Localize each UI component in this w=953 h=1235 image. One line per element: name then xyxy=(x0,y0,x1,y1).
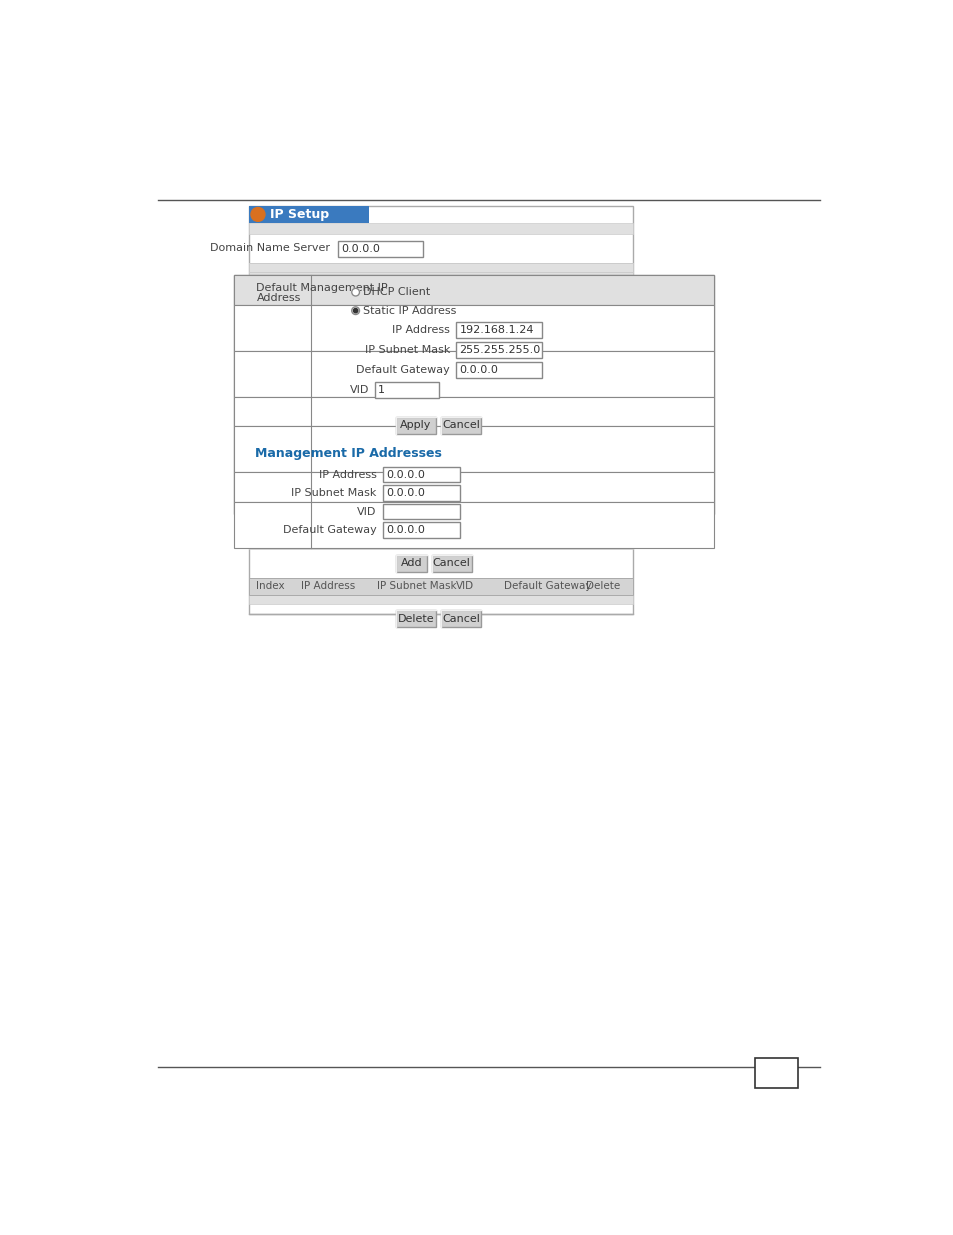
Bar xyxy=(233,275,714,514)
Bar xyxy=(233,426,714,472)
Text: Domain Name Server: Domain Name Server xyxy=(210,243,330,253)
Text: 0.0.0.0: 0.0.0.0 xyxy=(385,525,424,535)
Bar xyxy=(440,610,480,627)
Text: 255.255.255.0: 255.255.255.0 xyxy=(459,345,540,354)
Bar xyxy=(337,241,422,257)
Bar xyxy=(233,396,714,426)
Bar xyxy=(233,305,714,351)
Circle shape xyxy=(353,309,357,312)
Text: DHCP Client: DHCP Client xyxy=(363,288,430,298)
Bar xyxy=(249,456,633,466)
Bar xyxy=(233,472,714,501)
Text: 0.0.0.0: 0.0.0.0 xyxy=(385,469,424,479)
Text: VID: VID xyxy=(456,582,474,592)
Bar xyxy=(249,595,633,604)
Text: IP Address: IP Address xyxy=(318,469,376,479)
Text: IP Address: IP Address xyxy=(301,582,355,592)
Bar xyxy=(249,206,633,614)
Bar xyxy=(249,540,633,548)
Text: Delete: Delete xyxy=(397,614,434,624)
Text: Cancel: Cancel xyxy=(433,558,470,568)
Bar xyxy=(456,342,541,358)
Circle shape xyxy=(251,207,265,221)
Text: Apply: Apply xyxy=(400,420,432,431)
Text: Add: Add xyxy=(400,558,422,568)
Bar xyxy=(249,222,633,233)
Bar xyxy=(375,383,438,398)
Bar xyxy=(249,263,633,272)
Bar xyxy=(395,555,427,572)
Bar xyxy=(249,206,369,222)
Text: VID: VID xyxy=(356,506,376,516)
Text: Default Gateway: Default Gateway xyxy=(504,582,591,592)
Text: Cancel: Cancel xyxy=(441,420,479,431)
Text: 0.0.0.0: 0.0.0.0 xyxy=(340,243,379,253)
Bar xyxy=(754,1058,798,1088)
Text: IP Subnet Mask: IP Subnet Mask xyxy=(364,345,450,354)
Bar xyxy=(440,417,480,433)
Circle shape xyxy=(352,306,359,315)
Text: 0.0.0.0: 0.0.0.0 xyxy=(385,488,424,498)
Text: IP Subnet Mask: IP Subnet Mask xyxy=(376,582,456,592)
Circle shape xyxy=(352,288,359,296)
Bar xyxy=(456,362,541,378)
Bar xyxy=(382,522,459,537)
Text: VID: VID xyxy=(349,385,369,395)
Text: Default Gateway: Default Gateway xyxy=(282,525,376,535)
Bar xyxy=(233,275,714,305)
Bar xyxy=(382,485,459,501)
Bar xyxy=(249,578,633,595)
Bar xyxy=(233,351,714,396)
Text: Management IP Addresses: Management IP Addresses xyxy=(254,447,441,459)
Bar xyxy=(395,417,436,433)
Text: Static IP Address: Static IP Address xyxy=(363,306,456,316)
Text: 1: 1 xyxy=(377,385,385,395)
Bar xyxy=(395,610,436,627)
Text: IP Setup: IP Setup xyxy=(270,207,329,221)
Text: Default Management IP: Default Management IP xyxy=(256,283,388,294)
Bar xyxy=(233,501,714,548)
Bar xyxy=(382,504,459,520)
Bar xyxy=(382,467,459,483)
Bar xyxy=(456,322,541,337)
Text: Default Gateway: Default Gateway xyxy=(356,366,450,375)
Text: 192.168.1.24: 192.168.1.24 xyxy=(459,325,534,335)
Bar xyxy=(249,272,633,283)
Text: IP Subnet Mask: IP Subnet Mask xyxy=(291,488,376,498)
Text: Index: Index xyxy=(256,582,285,592)
Text: 0.0.0.0: 0.0.0.0 xyxy=(459,366,497,375)
Text: IP Address: IP Address xyxy=(392,325,450,335)
Bar xyxy=(249,400,633,409)
Text: Cancel: Cancel xyxy=(441,614,479,624)
Bar xyxy=(431,555,472,572)
Text: Address: Address xyxy=(256,293,300,303)
Text: Delete: Delete xyxy=(585,582,619,592)
